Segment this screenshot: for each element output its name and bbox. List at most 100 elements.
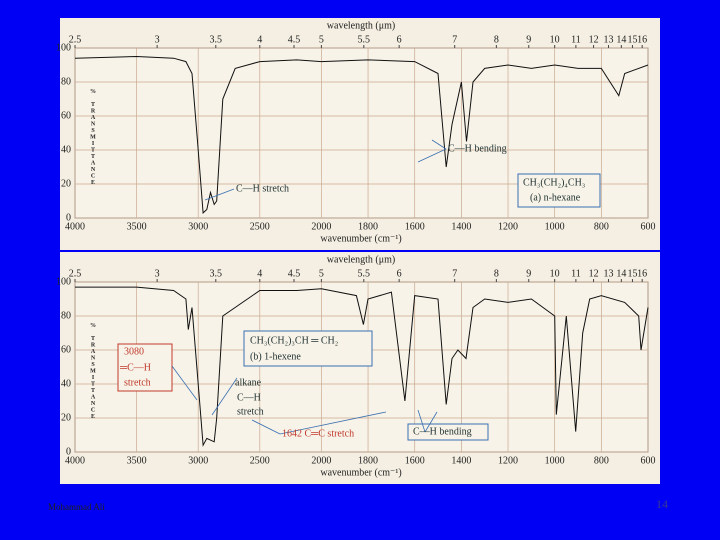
- y-tick-label: 40: [61, 144, 71, 155]
- annotation: 1642 C═C stretch: [282, 428, 354, 439]
- x2-tick-label: 9: [526, 34, 531, 45]
- annotation-arrow: [431, 139, 447, 150]
- x2-axis-label: wavelength (μm): [327, 20, 395, 31]
- annotation-arrow: [279, 411, 387, 435]
- x-tick-label: 1200: [498, 221, 518, 232]
- x-tick-label: 1600: [405, 221, 425, 232]
- y-tick-label: 100: [56, 42, 71, 53]
- x2-tick-label: 5: [319, 268, 324, 279]
- x2-tick-label: 6: [397, 268, 402, 279]
- x2-tick-label: 10: [550, 268, 560, 279]
- annotation-arrow: [251, 419, 281, 435]
- x2-tick-label: 5.5: [358, 268, 371, 279]
- annotation-box: [517, 173, 601, 208]
- y-tick-label: 60: [61, 110, 71, 121]
- annotation-arrow: [171, 365, 198, 401]
- x2-tick-label: 14: [616, 268, 626, 279]
- x-tick-label: 2000: [311, 455, 331, 466]
- annotation-arrow: [211, 377, 238, 416]
- x-tick-label: 2000: [311, 221, 331, 232]
- x-tick-label: 2500: [250, 455, 270, 466]
- x2-tick-label: 2.5: [69, 34, 82, 45]
- x-axis-label: wavenumber (cm⁻¹): [320, 467, 401, 478]
- x-tick-label: 1800: [358, 221, 378, 232]
- x-tick-label: 600: [641, 455, 656, 466]
- x2-tick-label: 15: [627, 34, 637, 45]
- x2-tick-label: 5: [319, 34, 324, 45]
- x2-tick-label: 4: [257, 268, 262, 279]
- x2-tick-label: 12: [589, 268, 599, 279]
- x2-tick-label: 7: [452, 34, 457, 45]
- x-tick-label: 1600: [405, 455, 425, 466]
- annotation: C—H bending: [448, 143, 507, 154]
- x-tick-label: 1200: [498, 455, 518, 466]
- y-tick-label: 100: [56, 276, 71, 287]
- x2-tick-label: 13: [604, 268, 614, 279]
- x-tick-label: 3000: [188, 221, 208, 232]
- x2-tick-label: 2.5: [69, 268, 82, 279]
- annotation: 3080: [124, 346, 144, 357]
- y-tick-label: 40: [61, 378, 71, 389]
- annotation: alkane: [235, 377, 262, 388]
- x2-tick-label: 11: [571, 268, 581, 279]
- y-tick-label: 20: [61, 178, 71, 189]
- x-tick-label: 1000: [545, 455, 565, 466]
- annotation-box: [407, 423, 489, 441]
- x2-tick-label: 3: [155, 268, 160, 279]
- annotation-arrow: [417, 409, 426, 433]
- x-tick-label: 600: [641, 221, 656, 232]
- y-tick-label: 20: [61, 412, 71, 423]
- x2-tick-label: 4.5: [288, 268, 301, 279]
- annotation-box: [243, 330, 373, 367]
- y-tick-label: 0: [66, 446, 71, 457]
- x2-tick-label: 16: [637, 268, 647, 279]
- y-tick-label: 0: [66, 212, 71, 223]
- annotation-arrow: [204, 188, 235, 201]
- x-tick-label: 2500: [250, 221, 270, 232]
- annotation: (b) 1-hexene: [250, 351, 301, 362]
- x-tick-label: 1000: [545, 221, 565, 232]
- x-tick-label: 1400: [451, 455, 471, 466]
- annotation: C—H: [237, 392, 261, 403]
- annotation-arrow: [417, 148, 447, 163]
- x2-tick-label: 3.5: [210, 34, 223, 45]
- x2-tick-label: 12: [589, 34, 599, 45]
- x2-tick-label: 9: [526, 268, 531, 279]
- annotation: C—H stretch: [236, 183, 289, 194]
- x-tick-label: 800: [594, 455, 609, 466]
- annotation: CH₃(CH₂)₃CH ═ CH₂: [250, 335, 338, 346]
- annotation-arrow: [424, 411, 438, 433]
- annotation: stretch: [237, 406, 264, 417]
- x2-tick-label: 10: [550, 34, 560, 45]
- annotation: C—H bending: [413, 426, 472, 437]
- annotation: CH₃(CH₂)₄CH₃: [523, 177, 585, 188]
- x2-tick-label: 5.5: [358, 34, 371, 45]
- x-tick-label: 800: [594, 221, 609, 232]
- x2-tick-label: 7: [452, 268, 457, 279]
- x-axis-label: wavenumber (cm⁻¹): [320, 233, 401, 244]
- spectrum-line: [75, 286, 649, 447]
- x2-tick-label: 3.5: [210, 268, 223, 279]
- y-tick-label: 80: [61, 310, 71, 321]
- x2-tick-label: 13: [604, 34, 614, 45]
- x2-tick-label: 3: [155, 34, 160, 45]
- footer-author: Mohammad Ali: [48, 502, 105, 512]
- x-tick-label: 4000: [65, 455, 85, 466]
- x-tick-label: 1400: [451, 221, 471, 232]
- annotation: stretch: [124, 377, 151, 388]
- x-tick-label: 3500: [127, 221, 147, 232]
- x2-tick-label: 8: [494, 34, 499, 45]
- x2-axis-label: wavelength (μm): [327, 254, 395, 265]
- x-tick-label: 4000: [65, 221, 85, 232]
- y-tick-label: 80: [61, 76, 71, 87]
- y-tick-label: 60: [61, 344, 71, 355]
- x-tick-label: 3500: [127, 455, 147, 466]
- x2-tick-label: 4: [257, 34, 262, 45]
- x2-tick-label: 11: [571, 34, 581, 45]
- x-tick-label: 1800: [358, 455, 378, 466]
- x2-tick-label: 4.5: [288, 34, 301, 45]
